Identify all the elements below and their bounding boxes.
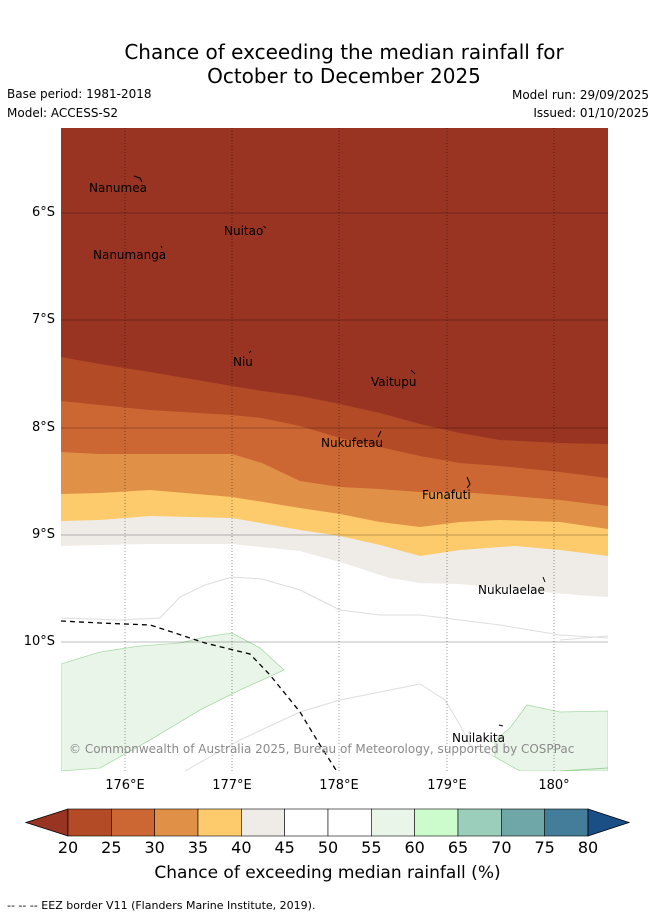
colorbar-swatch bbox=[327, 808, 372, 837]
colorbar-over-arrow bbox=[587, 808, 631, 837]
title-line-1: Chance of exceeding the median rainfall … bbox=[124, 40, 564, 64]
colorbar-swatch bbox=[67, 808, 112, 837]
chart-title: Chance of exceeding the median rainfall … bbox=[0, 40, 655, 88]
colorbar-tick-label: 20 bbox=[57, 838, 79, 857]
contour-line-1 bbox=[61, 576, 608, 639]
colorbar-tick-label: 55 bbox=[361, 838, 382, 857]
colorbar-tick-label: 45 bbox=[274, 838, 295, 857]
colorbar-swatch bbox=[284, 808, 329, 837]
island-nuitao bbox=[262, 225, 267, 229]
copyright-notice: © Commonwealth of Australia 2025, Bureau… bbox=[69, 742, 575, 756]
title-line-2: October to December 2025 bbox=[207, 64, 481, 88]
colorbar-tick-label: 40 bbox=[231, 838, 252, 857]
island-nukufetau bbox=[377, 430, 382, 438]
band-55-60-west bbox=[61, 632, 285, 771]
colorbar-tick-label: 30 bbox=[144, 838, 165, 857]
lon-label-176e: 176°E bbox=[105, 778, 145, 793]
grid-meridians bbox=[124, 128, 555, 771]
model-run: Model run: 29/09/2025 bbox=[511, 88, 649, 102]
colorbar-swatch bbox=[241, 808, 285, 837]
place-funafuti: Funafuti bbox=[422, 488, 471, 502]
band-55-60-east bbox=[494, 704, 608, 771]
place-niu: Niu bbox=[233, 355, 253, 369]
lat-label-9s: 9°S bbox=[31, 527, 55, 542]
eez-footnote: -- -- -- EEZ border V11 (Flanders Marine… bbox=[7, 899, 316, 912]
place-nanumea: Nanumea bbox=[89, 181, 147, 195]
band-under-20 bbox=[61, 128, 608, 444]
colorbar-swatch bbox=[371, 808, 415, 837]
place-nuitao: Nuitao bbox=[224, 224, 264, 238]
lon-label-178e: 178°E bbox=[319, 778, 359, 793]
colorbar-swatch bbox=[501, 808, 545, 837]
colorbar-tick-label: 35 bbox=[187, 838, 209, 857]
colorbar-tick-label: 80 bbox=[577, 838, 599, 857]
island-nuilakita bbox=[498, 724, 504, 727]
colorbar-swatch bbox=[197, 808, 242, 837]
place-nuilakita: Nuilakita bbox=[452, 731, 505, 745]
issued-date: Issued: 01/10/2025 bbox=[533, 106, 649, 120]
place-nukufetau: Nukufetau bbox=[321, 436, 384, 450]
colorbar bbox=[24, 808, 631, 837]
eez-border bbox=[61, 620, 337, 771]
lon-label-179e: 179°E bbox=[427, 778, 467, 793]
place-nukulaelae: Nukulaelae bbox=[478, 583, 545, 597]
contour-line-4 bbox=[559, 767, 608, 771]
place-vaitupu: Vaitupu bbox=[371, 375, 417, 389]
colorbar-under-arrow bbox=[24, 808, 69, 837]
colorbar-swatch bbox=[111, 808, 155, 837]
island-nanumanga bbox=[160, 245, 163, 249]
island-vaitupu bbox=[410, 369, 416, 375]
islands bbox=[133, 175, 546, 727]
colorbar-tick-label: 60 bbox=[404, 838, 425, 857]
lat-label-7s: 7°S bbox=[31, 312, 55, 327]
colorbar-swatch bbox=[154, 808, 199, 837]
gridlines bbox=[61, 212, 608, 643]
model-name: Model: ACCESS-S2 bbox=[7, 106, 119, 120]
island-niu bbox=[248, 350, 252, 354]
island-nukulaelae bbox=[542, 576, 546, 583]
lat-label-10s: 10°S bbox=[23, 634, 55, 649]
colorbar-tick-label: 65 bbox=[447, 838, 469, 857]
lat-label-8s: 8°S bbox=[31, 420, 55, 435]
lon-label-177e: 177°E bbox=[212, 778, 252, 793]
base-period: Base period: 1981-2018 bbox=[7, 87, 152, 101]
colorbar-tick-label: 25 bbox=[101, 838, 122, 857]
colorbar-swatch bbox=[457, 808, 502, 837]
island-nanumea bbox=[133, 175, 143, 183]
place-nanumanga: Nanumanga bbox=[93, 248, 167, 262]
colorbar-swatch bbox=[414, 808, 459, 837]
colorbar-tick-label: 70 bbox=[491, 838, 512, 857]
colorbar-tick-label: 75 bbox=[534, 838, 555, 857]
colorbar-tick-label: 50 bbox=[317, 838, 339, 857]
contour-line-2 bbox=[184, 683, 496, 771]
contour-line-3 bbox=[559, 635, 608, 641]
island-funafuti bbox=[466, 476, 471, 489]
colorbar-swatch bbox=[544, 808, 589, 837]
lat-label-6s: 6°S bbox=[31, 205, 55, 220]
map-area bbox=[61, 128, 608, 771]
lon-label-180: 180° bbox=[538, 778, 570, 793]
colorbar-title: Chance of exceeding median rainfall (%) bbox=[154, 863, 501, 883]
